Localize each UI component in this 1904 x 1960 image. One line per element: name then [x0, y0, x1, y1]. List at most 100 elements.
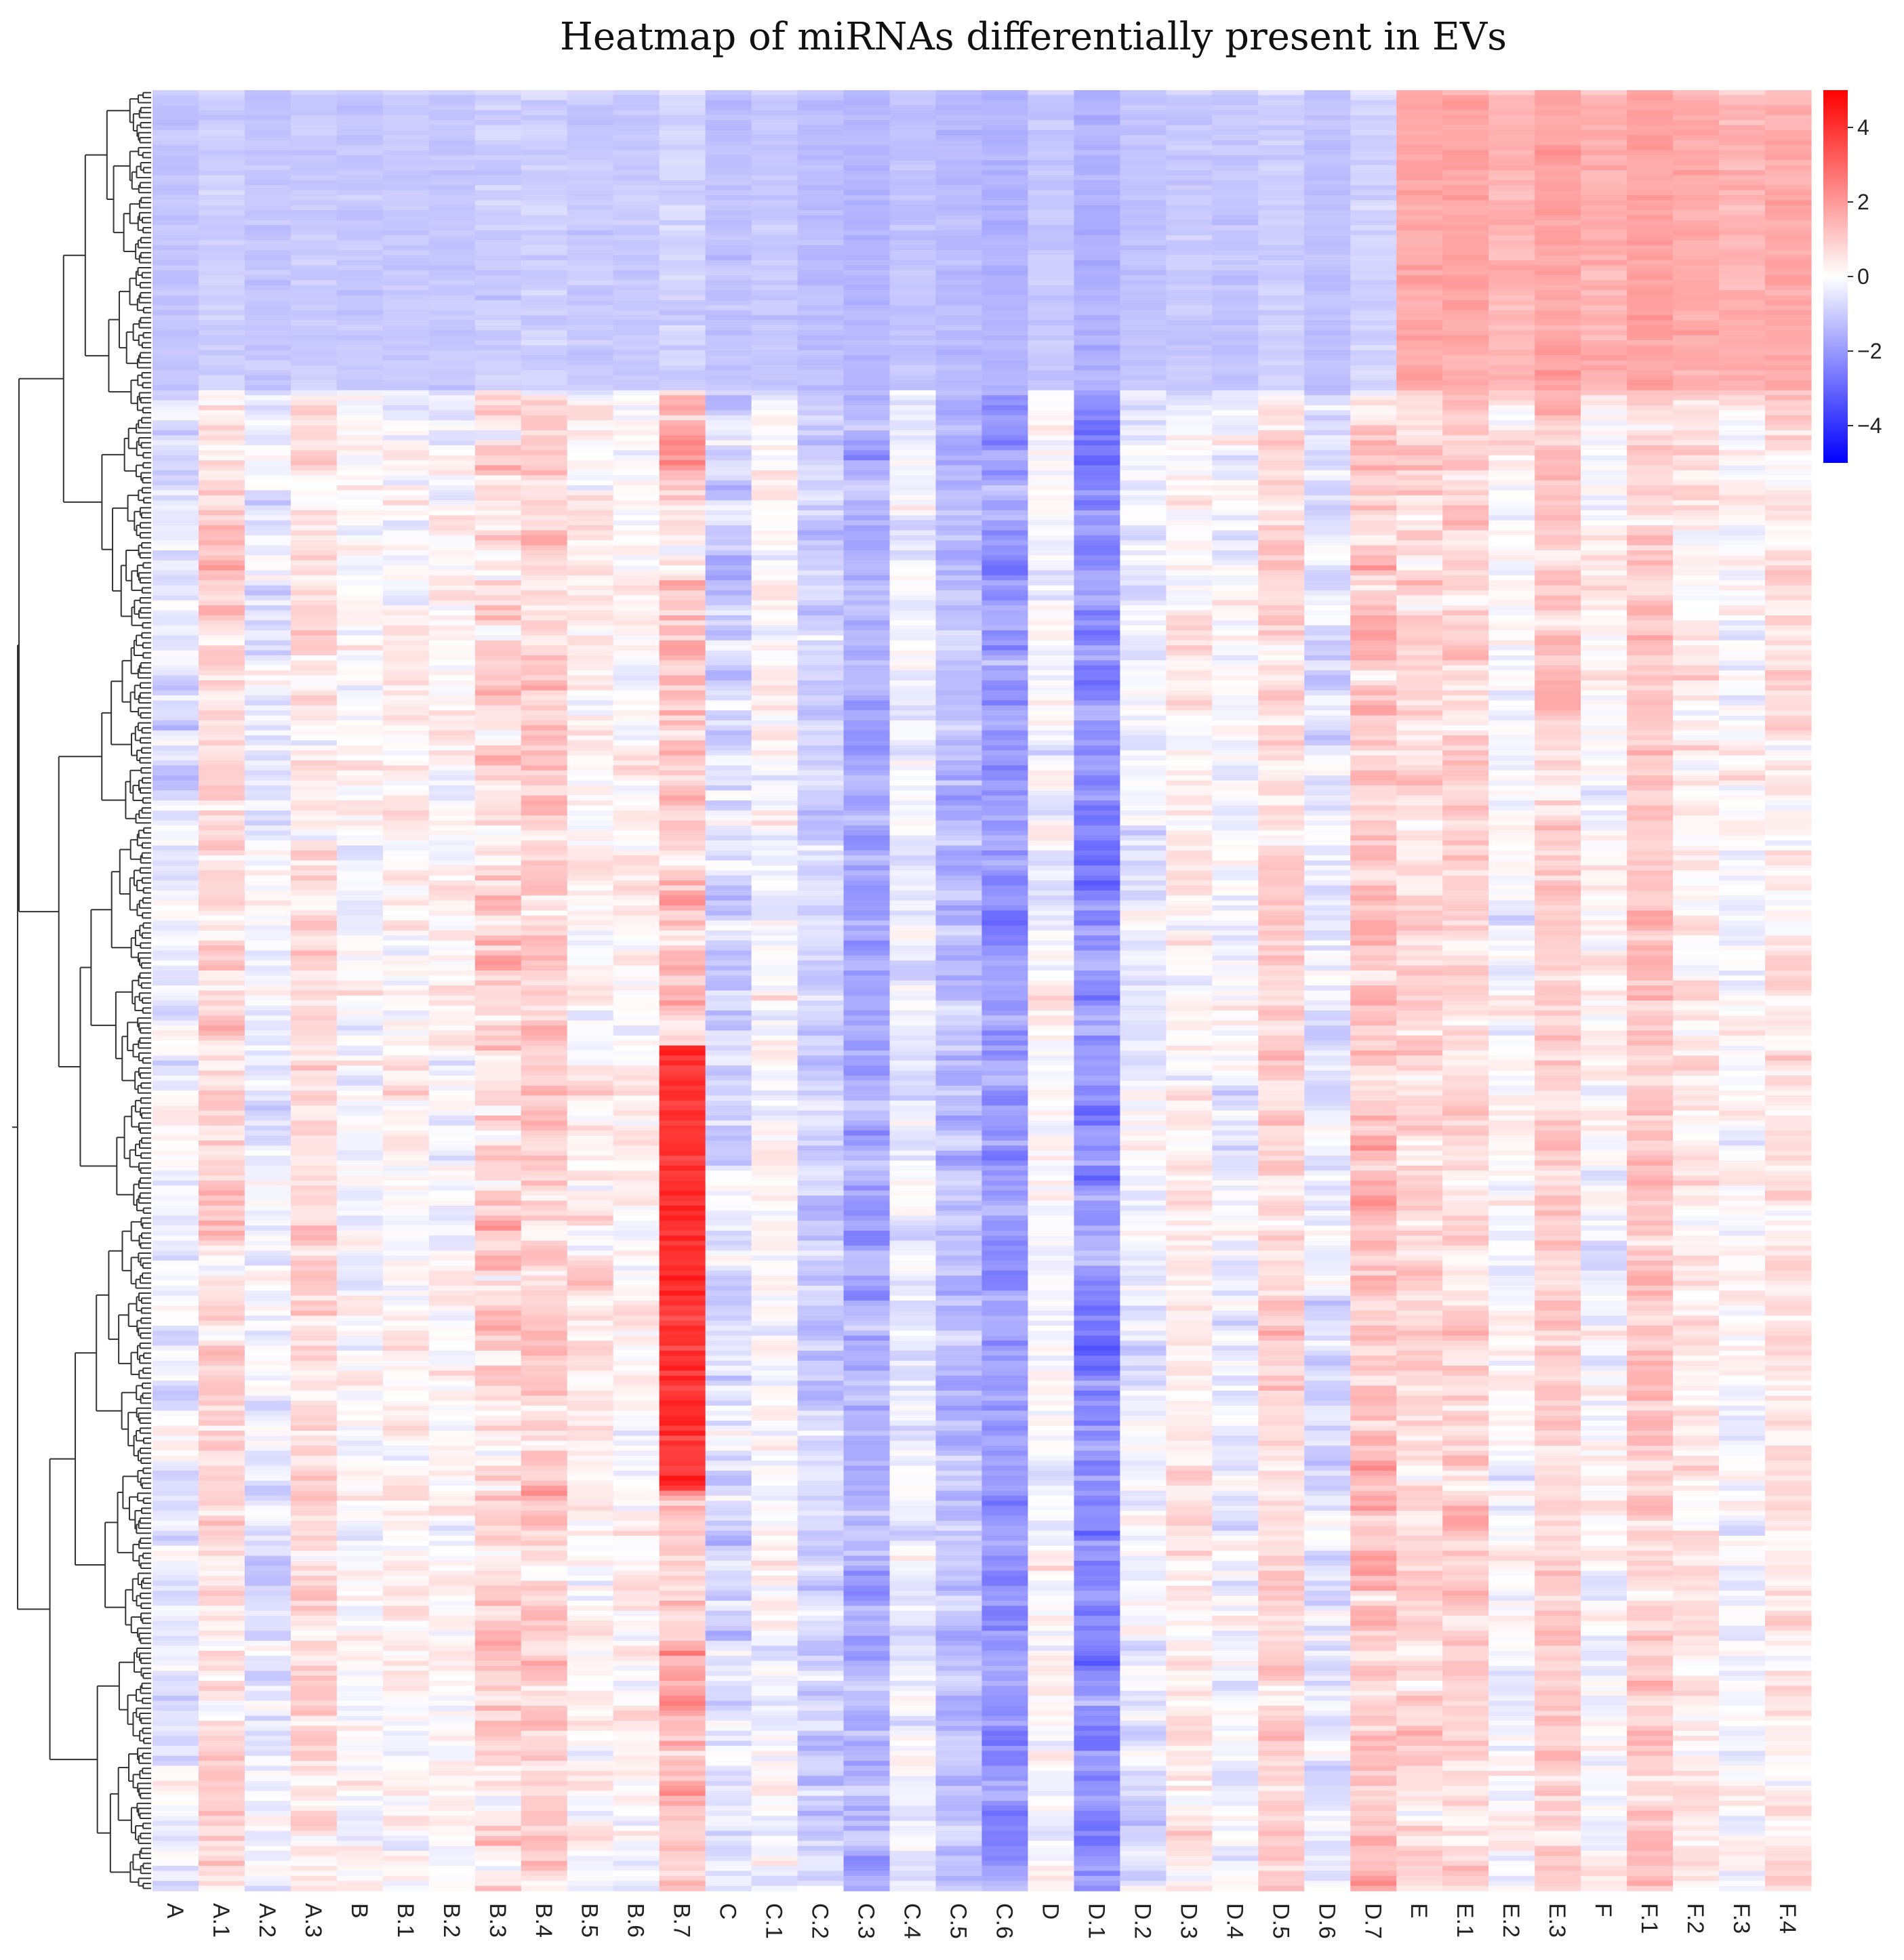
heatmap-cell	[521, 1070, 568, 1076]
heatmap-cell	[567, 515, 614, 521]
heatmap-cell	[428, 1330, 476, 1336]
heatmap-cell	[198, 800, 245, 807]
heatmap-cell	[567, 1295, 614, 1301]
heatmap-cell	[428, 1410, 476, 1416]
heatmap-cell	[428, 1085, 476, 1091]
heatmap-cell	[521, 900, 568, 906]
heatmap-cell	[198, 255, 245, 261]
heatmap-cell	[474, 1650, 522, 1656]
heatmap-cell	[521, 1116, 568, 1121]
heatmap-cell	[198, 1495, 245, 1501]
heatmap-cell	[613, 980, 660, 986]
heatmap-cell	[198, 665, 245, 671]
heatmap-cell	[244, 780, 291, 786]
heatmap-cell	[244, 505, 291, 511]
heatmap-cell	[336, 1686, 384, 1692]
heatmap-cell	[567, 740, 614, 746]
heatmap-cell	[290, 205, 338, 211]
heatmap-cell	[244, 1751, 291, 1757]
heatmap-cell	[290, 1406, 338, 1412]
heatmap-cell	[428, 1511, 476, 1517]
heatmap-cell	[382, 870, 430, 876]
heatmap-cell	[244, 575, 291, 581]
heatmap-cell	[198, 1650, 245, 1656]
heatmap-cell	[474, 1820, 522, 1826]
heatmap-cell	[521, 270, 568, 276]
heatmap-cell	[153, 945, 199, 952]
heatmap-cell	[428, 1430, 476, 1436]
heatmap-cell	[567, 1341, 614, 1347]
heatmap-cell	[474, 855, 522, 861]
heatmap-cell	[198, 745, 245, 751]
heatmap-cell	[567, 540, 614, 546]
heatmap-cell	[474, 1446, 522, 1452]
heatmap-cell	[521, 95, 568, 101]
heatmap-cell	[198, 1885, 245, 1892]
heatmap-cell	[244, 955, 291, 961]
heatmap-cell	[198, 1425, 245, 1431]
heatmap-cell	[290, 655, 338, 661]
heatmap-cell	[474, 1430, 522, 1436]
heatmap-cell	[198, 100, 245, 106]
heatmap-cell	[521, 505, 568, 511]
heatmap-cell	[336, 1350, 384, 1356]
heatmap-cell	[198, 1040, 245, 1046]
heatmap-cell	[428, 1030, 476, 1036]
heatmap-cell	[567, 760, 614, 766]
heatmap-cell	[613, 455, 660, 461]
heatmap-cell	[336, 1446, 384, 1452]
heatmap-cell	[567, 960, 614, 966]
heatmap-cell	[428, 900, 476, 906]
heatmap-cell	[521, 755, 568, 761]
heatmap-cell	[567, 235, 614, 241]
heatmap-cell	[474, 770, 522, 776]
heatmap-cell	[428, 1196, 476, 1202]
heatmap-cell	[474, 240, 522, 246]
heatmap-cell	[382, 1000, 430, 1006]
heatmap-cell	[153, 590, 199, 596]
heatmap-cell	[153, 1140, 199, 1146]
heatmap-cell	[198, 1130, 245, 1137]
heatmap-cell	[521, 1140, 568, 1146]
heatmap-cell	[428, 1801, 476, 1807]
heatmap-cell	[336, 910, 384, 916]
heatmap-cell	[153, 150, 199, 156]
heatmap-cell	[198, 550, 245, 556]
heatmap-cell	[567, 1135, 614, 1141]
heatmap-cell	[428, 130, 476, 136]
heatmap-cell	[428, 380, 476, 386]
heatmap-cell	[290, 670, 338, 676]
heatmap-cell	[474, 925, 522, 931]
heatmap-cell	[567, 1646, 614, 1652]
heatmap-cell	[336, 505, 384, 511]
heatmap-cell	[382, 1730, 430, 1736]
heatmap-cell	[428, 1221, 476, 1226]
heatmap-cell	[567, 250, 614, 256]
heatmap-cell	[244, 835, 291, 841]
heatmap-cell	[428, 1045, 476, 1051]
heatmap-cell	[428, 595, 476, 601]
heatmap-cell	[244, 665, 291, 671]
heatmap-cell	[428, 165, 476, 171]
heatmap-cell	[153, 1545, 199, 1551]
heatmap-cell	[613, 1505, 660, 1511]
heatmap-cell	[336, 755, 384, 761]
heatmap-cell	[567, 1801, 614, 1807]
heatmap-cell	[474, 1660, 522, 1667]
heatmap-cell	[613, 400, 660, 406]
heatmap-cell	[382, 180, 430, 186]
heatmap-cell	[336, 1681, 384, 1686]
heatmap-cell	[336, 395, 384, 401]
heatmap-cell	[613, 1665, 660, 1671]
heatmap-cell	[198, 555, 245, 561]
heatmap-cell	[567, 1255, 614, 1261]
heatmap-cell	[521, 770, 568, 776]
heatmap-cell	[521, 1761, 568, 1767]
heatmap-cell	[382, 130, 430, 136]
heatmap-cell	[382, 1435, 430, 1442]
heatmap-cell	[474, 1370, 522, 1376]
heatmap-cell	[336, 280, 384, 286]
heatmap-cell	[474, 370, 522, 376]
heatmap-cell	[521, 925, 568, 931]
heatmap-cell	[244, 150, 291, 156]
